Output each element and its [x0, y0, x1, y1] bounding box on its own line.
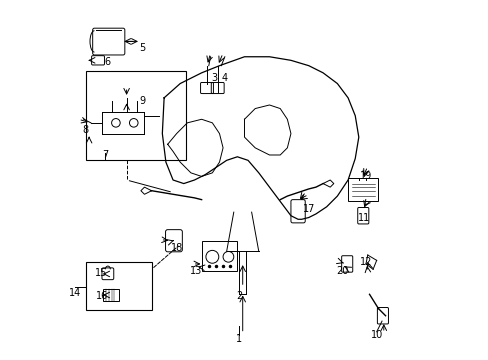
Text: 13: 13 [190, 266, 202, 276]
Text: 12: 12 [359, 257, 371, 267]
Text: 6: 6 [103, 57, 110, 67]
Bar [347, 178, 378, 202]
Text: 11: 11 [357, 212, 369, 222]
Text: 8: 8 [82, 125, 88, 135]
Text: 9: 9 [140, 96, 145, 107]
Text: 18: 18 [170, 243, 183, 253]
Text: 2: 2 [236, 291, 242, 301]
Text: 19: 19 [359, 171, 371, 181]
Text: 4: 4 [222, 73, 227, 83]
Text: 7: 7 [102, 150, 108, 160]
Text: 16: 16 [95, 291, 107, 301]
Text: 1: 1 [236, 334, 242, 344]
Bar [85, 71, 185, 160]
Text: 5: 5 [139, 43, 145, 53]
Text: 15: 15 [95, 268, 107, 278]
Text: 10: 10 [370, 330, 382, 341]
Text: 20: 20 [336, 266, 348, 276]
Bar [201, 241, 237, 271]
Bar [103, 289, 119, 301]
Text: 17: 17 [302, 203, 314, 213]
Text: 3: 3 [211, 73, 217, 83]
Bar [85, 262, 151, 310]
Text: 14: 14 [68, 288, 81, 297]
